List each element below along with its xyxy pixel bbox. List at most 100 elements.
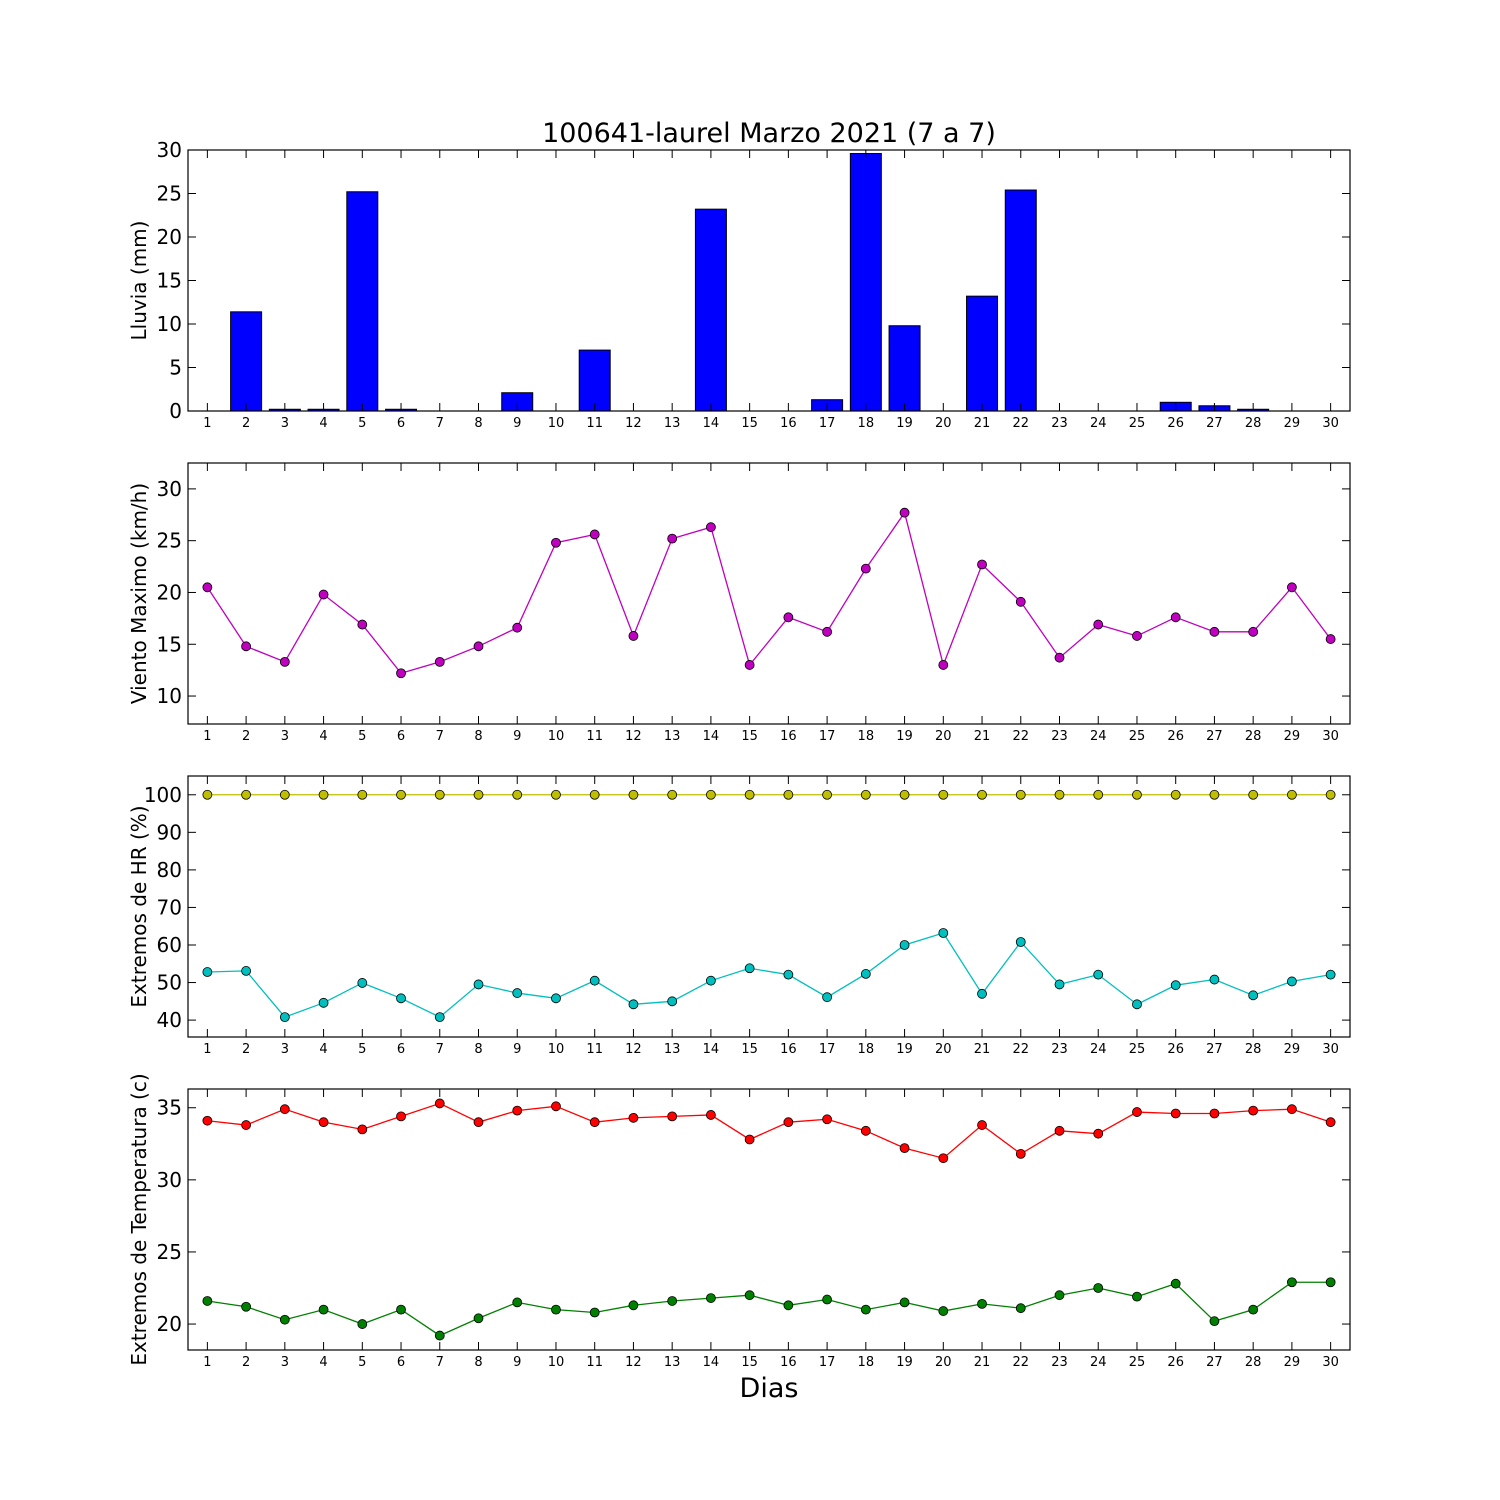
point-day-29	[1287, 582, 1297, 593]
point-day-8	[473, 641, 484, 652]
point-day-6	[396, 993, 406, 1004]
x-tick-label: 23	[1051, 729, 1068, 744]
point-day-12	[628, 789, 639, 800]
x-tick-label: 24	[1090, 1355, 1107, 1370]
x-tick-label: 23	[1051, 416, 1068, 431]
point-day-7	[434, 656, 445, 667]
point-day-24	[1093, 619, 1104, 630]
point-day-23	[1054, 979, 1065, 990]
point-day-21	[977, 559, 987, 570]
point-day-11	[589, 789, 600, 800]
point-day-6	[396, 668, 406, 679]
x-tick-label: 11	[586, 729, 603, 744]
x-tick-label: 8	[474, 416, 482, 431]
point-day-12	[628, 1300, 639, 1311]
x-tick-label: 6	[397, 1042, 405, 1057]
point-day-20	[938, 1153, 949, 1164]
x-tick-label: 18	[858, 1042, 875, 1057]
point-day-28	[1248, 1105, 1259, 1116]
point-day-9	[512, 988, 523, 998]
point-day-28	[1248, 789, 1259, 800]
point-day-25	[1132, 1291, 1142, 1302]
point-day-18	[860, 789, 871, 800]
x-tick-label: 29	[1284, 416, 1301, 431]
point-day-27	[1209, 974, 1220, 985]
series-hr-0	[202, 789, 1336, 800]
x-tick-label: 16	[780, 729, 797, 744]
point-day-8	[473, 789, 484, 800]
series-viento-0	[202, 507, 1336, 679]
x-tick-label: 29	[1284, 729, 1301, 744]
point-day-29	[1287, 976, 1297, 987]
x-tick-label: 14	[703, 729, 720, 744]
x-tick-label: 19	[896, 729, 913, 744]
x-tick-label: 10	[548, 729, 565, 744]
x-tick-label: 1	[203, 1042, 211, 1057]
point-day-1	[202, 789, 213, 800]
point-day-4	[318, 589, 329, 600]
x-tick-label: 28	[1245, 1042, 1262, 1057]
x-tick-label: 18	[858, 729, 875, 744]
y-tick-label: 20	[157, 225, 182, 249]
point-day-8	[473, 979, 484, 990]
x-tick-label: 11	[586, 1355, 603, 1370]
point-day-26	[1170, 789, 1181, 800]
x-tick-label: 25	[1129, 729, 1146, 744]
point-day-10	[551, 1101, 561, 1112]
x-tick-label: 20	[935, 416, 952, 431]
bar-day-22	[1004, 189, 1037, 412]
point-day-10	[551, 789, 561, 800]
point-day-6	[396, 789, 406, 800]
y-tick-label: 25	[157, 182, 182, 206]
y-tick-label: 100	[144, 783, 182, 807]
point-day-18	[860, 1125, 871, 1136]
point-day-23	[1054, 789, 1065, 800]
x-axis-label: Dias	[740, 1373, 799, 1404]
point-day-14	[706, 789, 716, 800]
point-day-8	[473, 1117, 484, 1128]
point-day-23	[1054, 1125, 1065, 1136]
series-line-viento-0	[206, 511, 1332, 674]
x-tick-label: 20	[935, 1042, 952, 1057]
x-tick-label: 1	[203, 416, 211, 431]
point-day-14	[706, 522, 716, 533]
x-tick-label: 8	[474, 1355, 482, 1370]
x-tick-label: 4	[319, 729, 327, 744]
series-hr-1	[202, 928, 1336, 1022]
point-day-3	[279, 1012, 290, 1022]
point-day-19	[899, 940, 910, 950]
x-tick-label: 12	[625, 729, 642, 744]
series-line-temperatura-1	[207, 1281, 1331, 1337]
point-day-27	[1209, 626, 1220, 637]
bar-day-18	[849, 152, 882, 412]
point-day-3	[279, 789, 290, 800]
x-tick-label: 13	[664, 1355, 681, 1370]
point-day-7	[434, 1330, 445, 1341]
point-day-11	[589, 975, 600, 986]
x-tick-label: 2	[242, 1355, 250, 1370]
point-day-21	[977, 1120, 987, 1130]
x-tick-label: 30	[1322, 1042, 1339, 1057]
x-tick-label: 19	[896, 1042, 913, 1057]
x-tick-label: 25	[1129, 416, 1146, 431]
point-day-4	[318, 997, 329, 1008]
x-tick-label: 14	[703, 1355, 720, 1370]
x-tick-label: 24	[1090, 416, 1107, 431]
point-day-22	[1015, 1303, 1026, 1314]
point-day-1	[202, 1296, 213, 1306]
x-tick-label: 1	[203, 729, 211, 744]
point-day-20	[938, 789, 949, 800]
point-day-16	[783, 789, 794, 800]
series-line-temperatura-0	[207, 1102, 1331, 1159]
point-day-12	[628, 999, 639, 1010]
x-tick-label: 7	[436, 416, 444, 431]
x-tick-label: 5	[358, 1355, 366, 1370]
x-tick-label: 4	[319, 1042, 327, 1057]
point-day-30	[1325, 969, 1336, 980]
point-day-14	[706, 1110, 716, 1120]
y-tick-label: 20	[157, 580, 182, 604]
y-tick-label: 10	[157, 312, 182, 336]
point-day-24	[1093, 1283, 1104, 1293]
